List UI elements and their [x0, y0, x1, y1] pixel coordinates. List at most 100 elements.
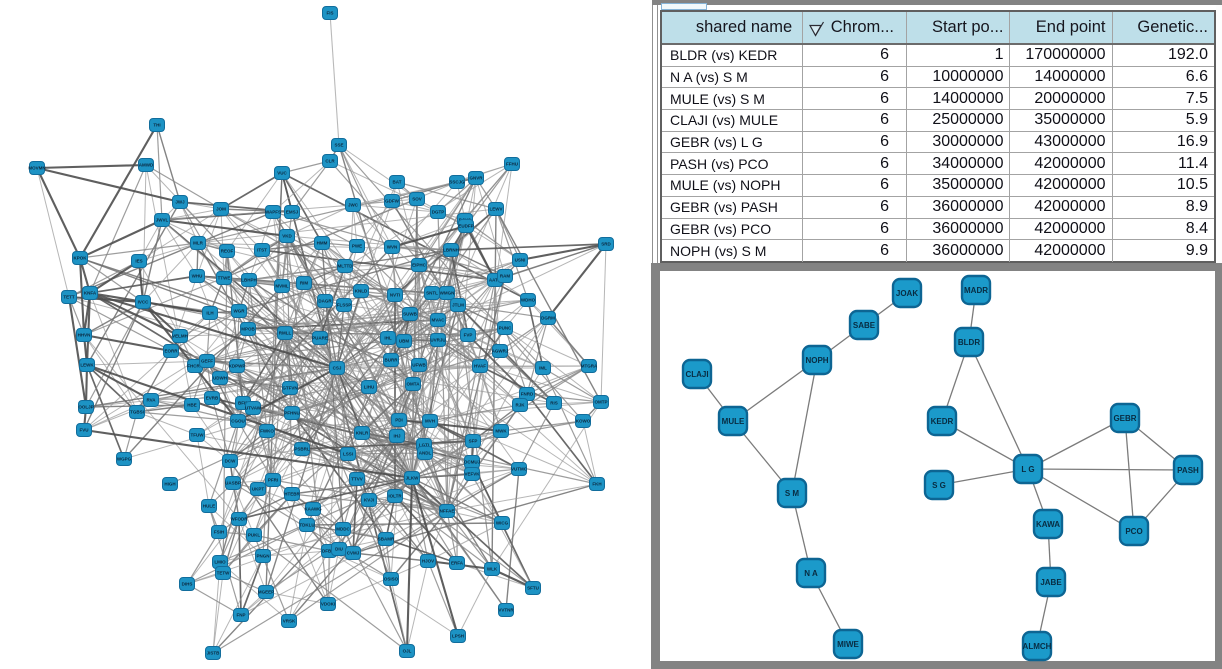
svg-text:CSJ: CSJ	[333, 366, 342, 371]
svg-text:OMTA: OMTA	[407, 382, 421, 387]
svg-text:PASH: PASH	[1177, 466, 1199, 475]
svg-text:IML: IML	[539, 366, 547, 371]
svg-text:SOV: SOV	[412, 197, 422, 202]
svg-text:OOLJP: OOLJP	[78, 405, 93, 410]
svg-text:DGRM: DGRM	[541, 316, 555, 321]
svg-text:RAM: RAM	[500, 274, 510, 279]
svg-text:EMSJ: EMSJ	[286, 210, 299, 215]
svg-text:AATR: AATR	[489, 278, 502, 283]
svg-text:THI: THI	[153, 123, 160, 128]
svg-text:BAT: BAT	[393, 180, 402, 185]
svg-text:DGTP: DGTP	[432, 210, 445, 215]
svg-text:USNI: USNI	[515, 258, 526, 263]
svg-text:JWVL: JWVL	[156, 218, 169, 223]
svg-text:OSISO: OSISO	[384, 577, 399, 582]
svg-text:UVRJU: UVRJU	[430, 338, 445, 343]
svg-text:TDKLU: TDKLU	[299, 523, 314, 528]
svg-text:MVML: MVML	[275, 284, 288, 289]
svg-text:ALMCH: ALMCH	[1023, 642, 1052, 651]
svg-text:SBAMR: SBAMR	[378, 537, 395, 542]
svg-text:OCMUJ: OCMUJ	[464, 460, 481, 465]
svg-text:WDHO: WDHO	[521, 298, 536, 303]
svg-text:MGEEP: MGEEP	[258, 590, 274, 595]
svg-text:EUDFP: EUDFP	[458, 224, 473, 229]
svg-text:KDPWP: KDPWP	[229, 364, 246, 369]
svg-text:JWJ: JWJ	[175, 200, 185, 205]
svg-text:GEFF: GEFF	[201, 359, 213, 364]
svg-text:FHCRV: FHCRV	[187, 364, 202, 369]
svg-text:MPOB: MPOB	[241, 327, 255, 332]
svg-text:TETT: TETT	[63, 295, 74, 300]
svg-text:REOF: REOF	[221, 249, 234, 254]
svg-text:WMGN: WMGN	[440, 291, 455, 296]
svg-text:UTVAW: UTVAW	[245, 406, 262, 411]
svg-text:MULE: MULE	[722, 417, 745, 426]
svg-text:RVA: RVA	[146, 398, 156, 403]
svg-text:GTFVN: GTFVN	[282, 386, 297, 391]
svg-text:CVMJ: CVMJ	[347, 551, 360, 556]
svg-text:TTVV: TTVV	[351, 477, 363, 482]
svg-text:KNFA: KNFA	[84, 291, 97, 296]
svg-text:AMWD: AMWD	[139, 163, 154, 168]
svg-text:WICG: WICG	[496, 521, 509, 526]
svg-text:KOWO: KOWO	[576, 419, 591, 424]
svg-text:NFFAE: NFFAE	[440, 509, 455, 514]
svg-text:FKH: FKH	[592, 482, 601, 487]
svg-text:FVP: FVP	[464, 333, 473, 338]
svg-text:LBRNH: LBRNH	[443, 248, 459, 253]
svg-text:MVAC: MVAC	[432, 318, 446, 323]
svg-text:PDI: PDI	[395, 418, 403, 423]
svg-text:JTLM: JTLM	[452, 303, 464, 308]
svg-text:IOLTR: IOLTR	[388, 494, 402, 499]
svg-text:WAPFS: WAPFS	[265, 210, 281, 215]
svg-text:PFRI: PFRI	[268, 478, 278, 483]
svg-text:MADR: MADR	[964, 286, 988, 295]
svg-text:WGR: WGR	[234, 309, 246, 314]
svg-text:CLR: CLR	[325, 159, 335, 164]
svg-text:RJK: RJK	[515, 403, 525, 408]
svg-text:LPSH: LPSH	[452, 634, 464, 639]
svg-text:TTWE: TTWE	[218, 276, 231, 281]
svg-text:TETW: TETW	[217, 571, 230, 576]
svg-text:FNRD: FNRD	[521, 392, 534, 397]
svg-text:FIS: FIS	[326, 11, 333, 16]
svg-text:HHVN: HHVN	[78, 333, 91, 338]
svg-text:IHJ: IHJ	[393, 434, 401, 439]
svg-text:JABE: JABE	[1040, 578, 1062, 587]
svg-text:MDDC: MDDC	[336, 527, 350, 532]
svg-text:PCO: PCO	[1125, 527, 1142, 536]
svg-text:WHU: WHU	[192, 274, 203, 279]
svg-text:PWE: PWE	[352, 244, 362, 249]
svg-text:AGWRJ: AGWRJ	[492, 349, 509, 354]
svg-text:ITST: ITST	[257, 248, 267, 253]
svg-text:TFUW: TFUW	[191, 433, 205, 438]
svg-text:RIS: RIS	[550, 401, 558, 406]
svg-text:DCW: DCW	[225, 459, 236, 464]
svg-text:MLR: MLR	[193, 241, 203, 246]
svg-text:NVTI: NVTI	[390, 293, 400, 298]
svg-text:UDWH: UDWH	[213, 376, 227, 381]
svg-text:NOPH: NOPH	[805, 356, 828, 365]
svg-text:KEDR: KEDR	[931, 417, 954, 426]
svg-text:PUKL: PUKL	[248, 533, 261, 538]
svg-text:VUTMC: VUTMC	[511, 467, 528, 472]
svg-text:MWK: MWK	[495, 429, 507, 434]
svg-text:VUC: VUC	[277, 171, 287, 176]
svg-text:OJL: OJL	[403, 649, 412, 654]
svg-text:SNTL: SNTL	[426, 291, 438, 296]
svg-text:SFP: SFP	[469, 439, 478, 444]
svg-text:LMIO: LMIO	[214, 560, 226, 565]
svg-text:PFHNU: PFHNU	[284, 411, 300, 416]
svg-text:HIGH: HIGH	[164, 482, 175, 487]
svg-text:HJOV: HJOV	[422, 559, 434, 564]
svg-text:VRSK: VRSK	[283, 619, 296, 624]
svg-text:WGPG: WGPG	[117, 457, 132, 462]
svg-text:PSBRL: PSBRL	[294, 447, 310, 452]
svg-text:RIM: RIM	[300, 281, 309, 286]
svg-text:SUWB: SUWB	[403, 312, 417, 317]
svg-text:FVU: FVU	[80, 428, 89, 433]
svg-text:VDOKI: VDOKI	[321, 602, 335, 607]
svg-text:PUARE: PUARE	[312, 336, 328, 341]
svg-text:N A: N A	[804, 569, 818, 578]
svg-text:GDFW: GDFW	[385, 199, 399, 204]
